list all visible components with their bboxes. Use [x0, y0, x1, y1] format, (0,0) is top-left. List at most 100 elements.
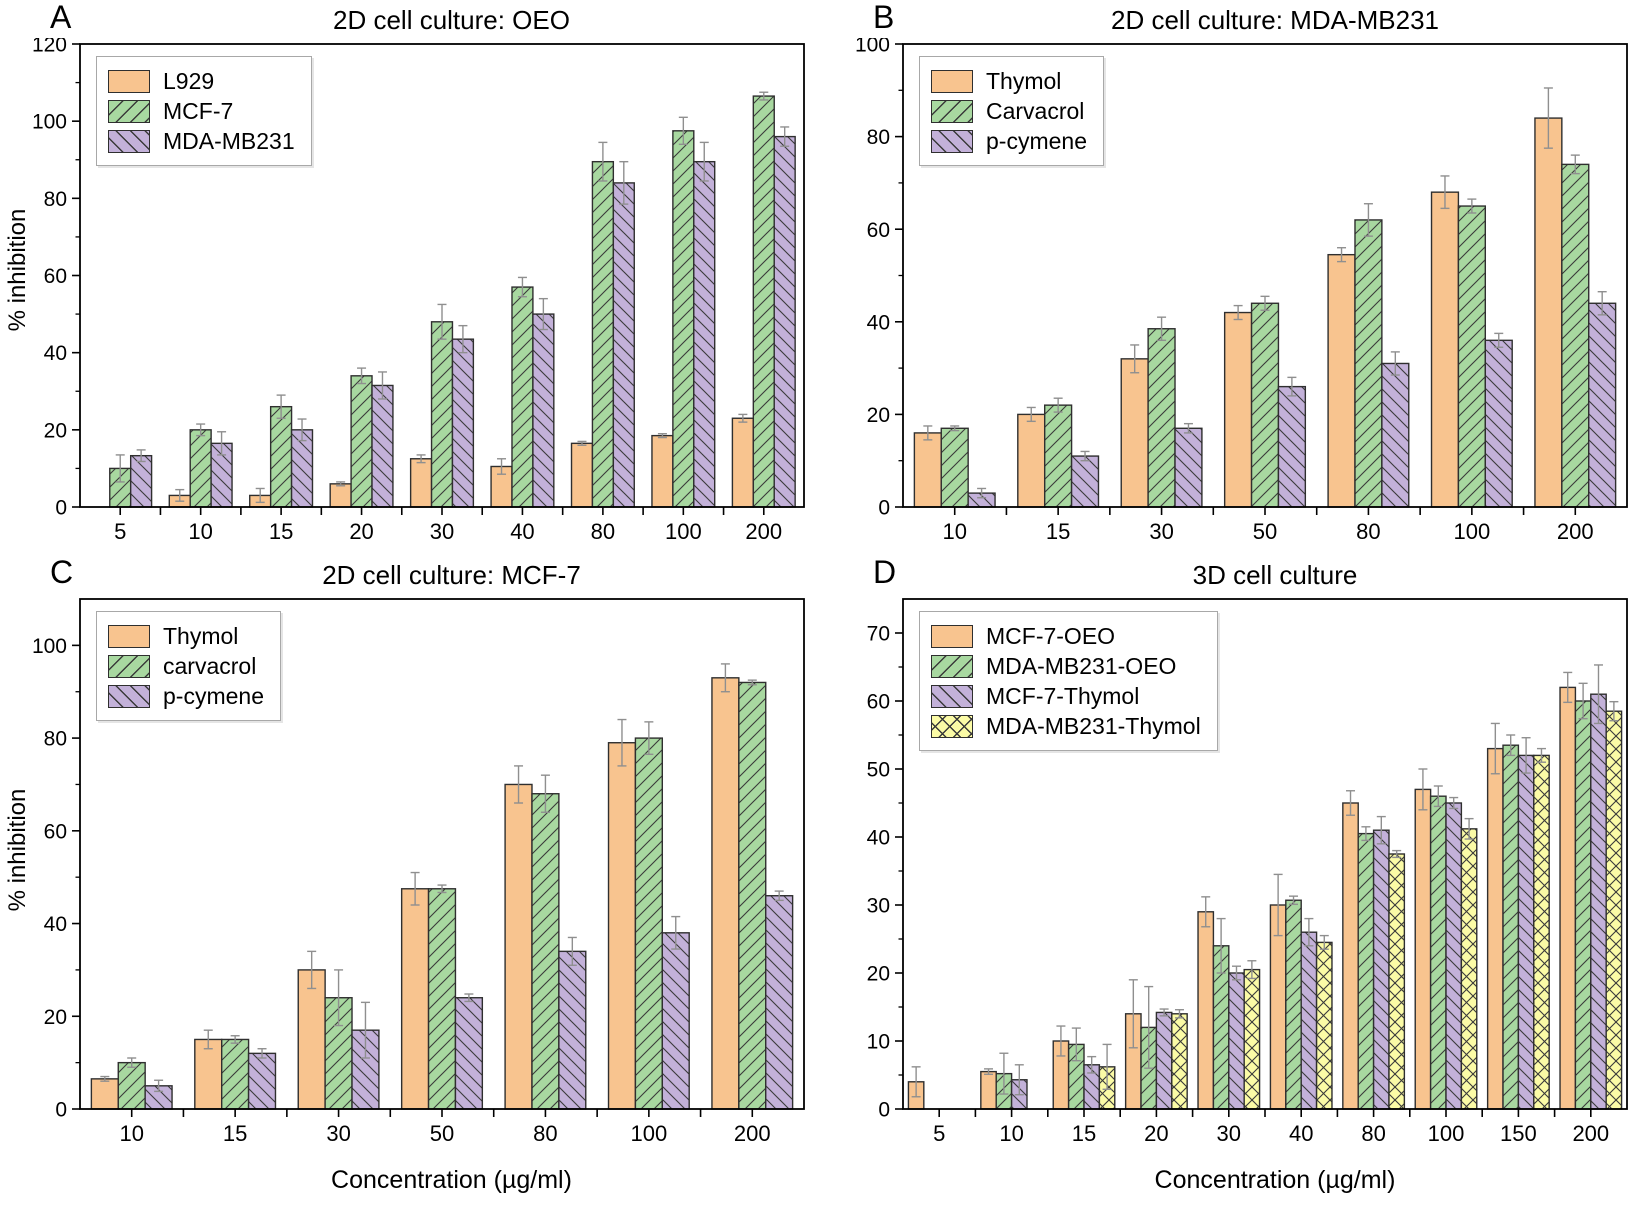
bar [980, 1070, 997, 1110]
x-tick-label: 50 [1253, 519, 1277, 544]
axis-frame [902, 598, 1628, 1110]
legend-swatch-fwd-hatch [931, 99, 973, 123]
bars [90, 677, 794, 1110]
bar [427, 888, 457, 1110]
bars [913, 117, 1617, 508]
y-tick-label: 20 [867, 963, 890, 986]
x-tick-label: 100 [1428, 1121, 1465, 1146]
legend-item: MCF-7 [108, 98, 295, 124]
y-tick-label: 40 [867, 311, 890, 334]
y-tick-label: 40 [44, 342, 67, 365]
legend-swatch-none-hatch [108, 624, 150, 648]
error-bars [923, 87, 1607, 499]
bar [1430, 191, 1460, 508]
legend-label: p-cymene [163, 683, 264, 709]
axis-frame [79, 598, 805, 1110]
legend-label: L929 [163, 68, 215, 94]
bar [1327, 253, 1356, 508]
x-tick-label: 15 [1072, 1121, 1096, 1146]
panel-title-b: 2D cell culture: MDA-MB231 [1111, 5, 1439, 35]
y-tick-label: 0 [878, 497, 890, 520]
bar [129, 454, 153, 508]
y-tick-label: 20 [44, 419, 67, 442]
bar [693, 160, 716, 508]
bar [765, 895, 794, 1110]
bar [607, 742, 637, 1110]
y-tick-label: 80 [44, 728, 67, 751]
x-tick-label: 80 [591, 519, 615, 544]
legend-item: L929 [108, 68, 295, 94]
bar [1315, 941, 1333, 1110]
legend-swatch-none-hatch [108, 69, 150, 93]
chart-area-b: 0 20 40 60 80 100 10 15 30 50 80 100 200 [823, 38, 1647, 553]
legend-label: Thymol [163, 623, 239, 649]
bar [189, 429, 212, 508]
bar [1574, 700, 1592, 1110]
bar [1429, 795, 1447, 1110]
bar [454, 997, 484, 1110]
legend-item: MCF-7-OEO [931, 623, 1201, 649]
x-tick-label: 10 [119, 1121, 143, 1146]
y-tick-label: 0 [55, 497, 67, 520]
bar [1197, 911, 1215, 1110]
y-tick-label: 10 [867, 1031, 890, 1054]
bar [329, 483, 352, 508]
x-tick-label: 40 [1289, 1121, 1313, 1146]
bar [1561, 163, 1590, 508]
error-bars [100, 663, 784, 1093]
bar [634, 737, 664, 1110]
x-tick-label: 50 [430, 1121, 454, 1146]
bar [430, 321, 454, 508]
bar-chart-b: 0 20 40 60 80 100 10 15 30 50 80 100 200 [855, 38, 1628, 544]
x-tick-label: 10 [188, 519, 212, 544]
y-tick-label: 20 [867, 404, 890, 427]
legend-label: MCF-7 [163, 98, 234, 124]
y-tick-label: 80 [44, 188, 67, 211]
y-tick-label: 60 [867, 691, 890, 714]
x-tick-label: 100 [1453, 519, 1490, 544]
legend-swatch-fwd-hatch [108, 99, 150, 123]
x-tick-label: 20 [349, 519, 373, 544]
legend-label: Thymol [986, 68, 1062, 94]
legend-c: Thymol carvacrol p-cymene [96, 611, 281, 721]
x-tick-label: 30 [1217, 1121, 1241, 1146]
legend-item: carvacrol [108, 653, 264, 679]
bar [297, 969, 326, 1110]
series-p-cymene [967, 302, 1617, 508]
bar [371, 384, 394, 508]
legend-label: MCF-7-OEO [986, 623, 1116, 649]
bar [531, 793, 560, 1110]
panel-c: C 2D cell culture: MCF-7 0 20 40 60 80 100 10 1… [0, 555, 823, 1219]
x-tick-label: 30 [430, 519, 454, 544]
bar [1559, 686, 1577, 1110]
bar [1533, 754, 1550, 1110]
bar [511, 286, 534, 508]
bar [1457, 205, 1487, 508]
legend-swatch-fwd-hatch [931, 654, 973, 678]
legend-item: MDA-MB231-OEO [931, 653, 1201, 679]
bar [1243, 968, 1261, 1110]
y-tick-label: 0 [878, 1099, 890, 1122]
x-tick-label: 10 [942, 519, 966, 544]
bar [1588, 302, 1617, 508]
bar [1277, 385, 1307, 508]
bar [1388, 853, 1406, 1110]
bar [90, 1078, 119, 1110]
error-bars [115, 91, 790, 504]
legend-swatch-back-hatch [931, 684, 973, 708]
legend-label: MCF-7-Thymol [986, 683, 1140, 709]
bar [1445, 802, 1463, 1110]
plot-area: 0 20 40 60 80 100 10 15 30 50 80 100 200 [32, 598, 805, 1146]
x-tick-label: 5 [114, 519, 126, 544]
legend-item: Carvacrol [931, 98, 1087, 124]
y-tick-label: 20 [44, 1006, 67, 1029]
legend-swatch-none-hatch [931, 69, 973, 93]
y-tick-label: 0 [55, 1099, 67, 1122]
bar [1486, 747, 1504, 1110]
panel-letter-d: D [873, 554, 897, 590]
bar [504, 783, 533, 1110]
y-tick-label: 100 [855, 38, 890, 57]
series-p-cymene [144, 895, 794, 1110]
series-MDA-MB231 [129, 135, 796, 508]
